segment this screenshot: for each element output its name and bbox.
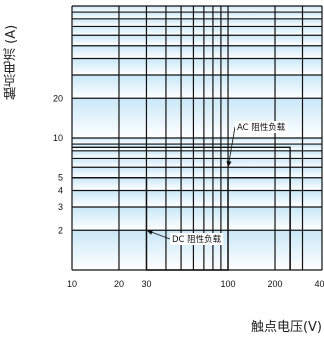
- annotation-label-bg: [170, 233, 224, 245]
- background-band: [72, 35, 322, 46]
- background-band: [72, 150, 322, 159]
- background-band: [72, 190, 322, 208]
- background-band: [72, 26, 322, 36]
- annotation-label: AC 阻性负载: [237, 122, 286, 133]
- y-tick-label: 5: [58, 173, 63, 183]
- x-tick-label: 200: [268, 279, 283, 289]
- background-band: [72, 45, 322, 59]
- background-band: [72, 158, 322, 168]
- x-tick-label: 10: [67, 279, 77, 289]
- background-band: [72, 177, 322, 191]
- y-tick-label: 10: [53, 133, 63, 143]
- background-band: [72, 6, 322, 13]
- background-band: [72, 167, 322, 178]
- y-axis-title: 触点电流 (A): [4, 24, 19, 100]
- series-line-2: [72, 176, 291, 271]
- background-band: [72, 12, 322, 19]
- x-tick-label: 100: [221, 279, 236, 289]
- y-tick-label: 3: [58, 202, 63, 212]
- background-band: [72, 207, 322, 231]
- y-tick-label: 20: [53, 93, 63, 103]
- background-band: [72, 138, 322, 145]
- x-tick-label: 20: [114, 279, 124, 289]
- annotation-arrowhead: [146, 229, 153, 235]
- background-band: [72, 58, 322, 76]
- y-tick-label: 4: [58, 186, 63, 196]
- background-band: [72, 75, 322, 99]
- x-tick-label: 400: [314, 279, 324, 289]
- annotation-label: DC 阻性负载: [172, 234, 222, 245]
- x-tick-label: 30: [141, 279, 151, 289]
- x-axis-title: 触点电压(V): [250, 320, 322, 335]
- y-tick-label: 2: [58, 225, 63, 235]
- annotation-leader: [227, 126, 236, 168]
- annotation-label-bg: [235, 121, 288, 133]
- annotation-arrowhead: [226, 160, 232, 168]
- background-band: [72, 18, 322, 27]
